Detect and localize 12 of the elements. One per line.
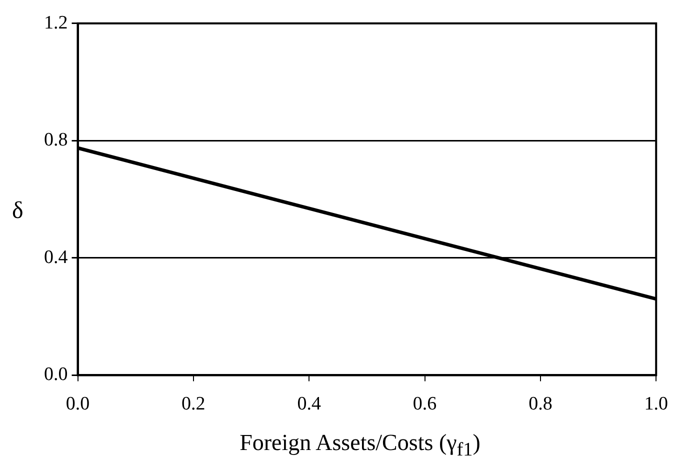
y-tick-label: 0.8 (44, 130, 68, 151)
x-tick-label: 0.6 (412, 394, 437, 415)
x-tick-label: 0.4 (297, 394, 322, 415)
y-tick-label: 0.4 (44, 246, 68, 268)
y-axis-title: δ (12, 198, 24, 225)
x-tick-label: 0.2 (182, 394, 206, 415)
x-tick-label: 1.0 (644, 394, 668, 415)
x-tick-label: 0.0 (66, 394, 90, 415)
x-axis-title: Foreign Assets/Costs (γ$_{f1}$) (238, 430, 482, 462)
y-tick-label: 0.0 (44, 364, 68, 386)
x-tick-label: 0.8 (528, 394, 552, 415)
y-tick-label: 1.2 (44, 12, 68, 34)
